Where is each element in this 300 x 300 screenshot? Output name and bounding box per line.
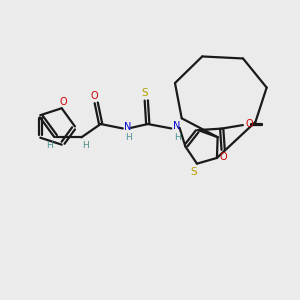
Text: H: H <box>46 141 52 150</box>
Text: O: O <box>91 92 99 101</box>
Text: N: N <box>173 121 180 131</box>
Text: O: O <box>219 152 227 162</box>
Text: O: O <box>246 118 253 129</box>
Text: N: N <box>124 122 132 132</box>
Text: H: H <box>174 134 181 142</box>
Text: H: H <box>82 141 89 150</box>
Text: S: S <box>190 167 197 177</box>
Text: S: S <box>142 88 148 98</box>
Text: O: O <box>59 97 67 107</box>
Text: H: H <box>125 134 132 142</box>
